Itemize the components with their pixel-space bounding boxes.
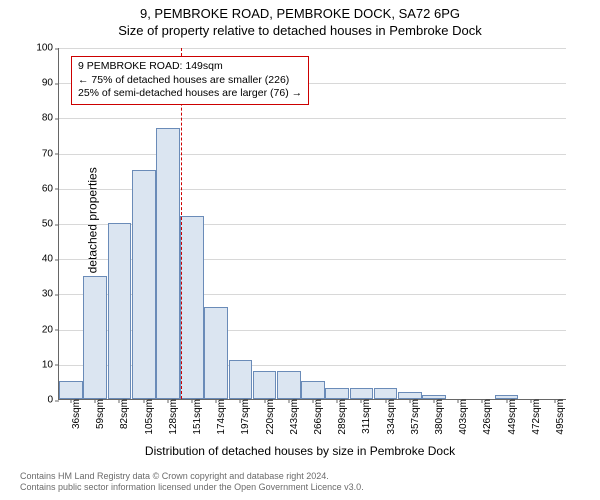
x-tick-label: 334sqm <box>382 399 397 435</box>
x-tick-label: 128sqm <box>164 399 179 435</box>
histogram-bar <box>253 371 277 399</box>
x-tick-label: 311sqm <box>357 399 372 434</box>
histogram-bar <box>156 128 180 399</box>
histogram-bar <box>398 392 422 399</box>
x-tick-label: 220sqm <box>261 399 276 435</box>
plot-area: 010203040506070809010036sqm59sqm82sqm105… <box>58 48 566 400</box>
x-tick-label: 289sqm <box>333 399 348 435</box>
histogram-bar <box>59 381 83 399</box>
page-subtitle: Size of property relative to detached ho… <box>0 23 600 38</box>
x-tick-label: 151sqm <box>188 399 203 435</box>
y-tick-label: 0 <box>47 395 59 406</box>
histogram-bar <box>277 371 301 399</box>
annotation-line: 25% of semi-detached houses are larger (… <box>78 87 302 101</box>
x-tick-label: 357sqm <box>406 399 421 435</box>
y-tick-label: 100 <box>36 43 59 54</box>
footer-line-1: Contains HM Land Registry data © Crown c… <box>20 471 364 483</box>
y-tick-label: 50 <box>42 219 59 230</box>
x-tick-label: 243sqm <box>285 399 300 435</box>
histogram-bar <box>325 388 349 399</box>
histogram-bar <box>180 216 204 399</box>
x-tick-label: 472sqm <box>527 399 542 435</box>
histogram-bar <box>204 307 228 399</box>
x-tick-label: 36sqm <box>67 399 82 429</box>
x-tick-label: 426sqm <box>478 399 493 435</box>
histogram-bar <box>108 223 132 399</box>
annotation-box: 9 PEMBROKE ROAD: 149sqm← 75% of detached… <box>71 56 309 105</box>
y-tick-label: 60 <box>42 183 59 194</box>
x-tick-label: 174sqm <box>212 399 227 435</box>
footer-attribution: Contains HM Land Registry data © Crown c… <box>20 471 364 494</box>
histogram-bar <box>132 170 156 399</box>
y-tick-label: 40 <box>42 254 59 265</box>
x-tick-label: 266sqm <box>309 399 324 435</box>
gridline <box>59 48 566 49</box>
x-tick-label: 380sqm <box>430 399 445 435</box>
histogram-bar <box>83 276 107 399</box>
y-tick-label: 20 <box>42 324 59 335</box>
footer-line-2: Contains public sector information licen… <box>20 482 364 494</box>
y-tick-label: 90 <box>42 78 59 89</box>
annotation-line: ← 75% of detached houses are smaller (22… <box>78 74 302 88</box>
x-tick-label: 105sqm <box>140 399 155 435</box>
x-tick-label: 449sqm <box>503 399 518 435</box>
x-tick-label: 59sqm <box>91 399 106 429</box>
x-axis-label: Distribution of detached houses by size … <box>145 444 455 458</box>
x-tick-label: 495sqm <box>551 399 566 435</box>
title-block: 9, PEMBROKE ROAD, PEMBROKE DOCK, SA72 6P… <box>0 0 600 38</box>
page-title: 9, PEMBROKE ROAD, PEMBROKE DOCK, SA72 6P… <box>0 6 600 21</box>
x-tick-label: 82sqm <box>115 399 130 429</box>
y-tick-label: 30 <box>42 289 59 300</box>
gridline <box>59 154 566 155</box>
histogram-bar <box>229 360 253 399</box>
y-tick-label: 10 <box>42 359 59 370</box>
x-tick-label: 197sqm <box>236 399 251 435</box>
histogram-bar <box>374 388 398 399</box>
y-tick-label: 80 <box>42 113 59 124</box>
x-tick-label: 403sqm <box>454 399 469 435</box>
histogram-chart: 010203040506070809010036sqm59sqm82sqm105… <box>58 48 566 400</box>
gridline <box>59 118 566 119</box>
y-tick-label: 70 <box>42 148 59 159</box>
histogram-bar <box>301 381 325 399</box>
annotation-line: 9 PEMBROKE ROAD: 149sqm <box>78 60 302 74</box>
histogram-bar <box>350 388 374 399</box>
